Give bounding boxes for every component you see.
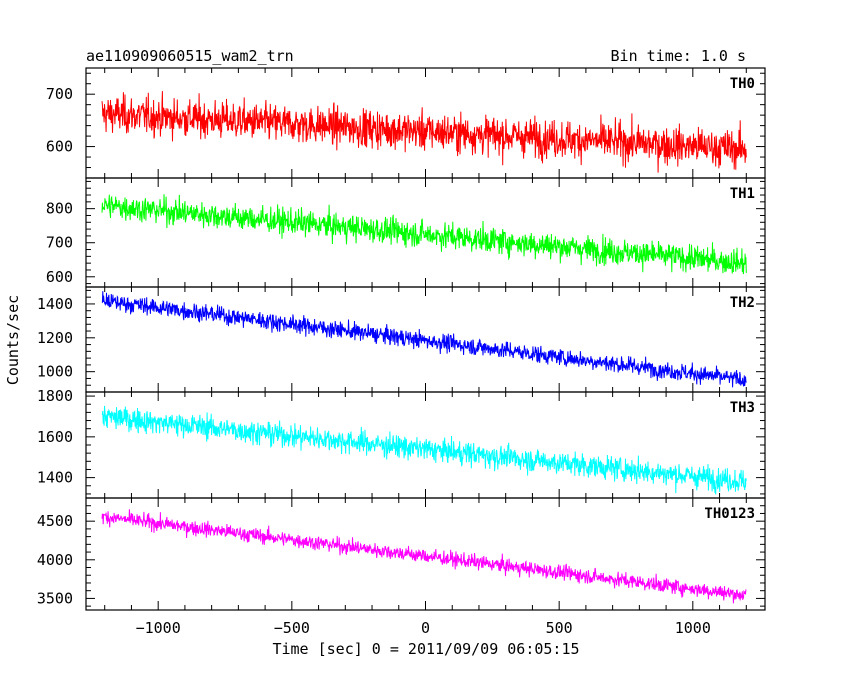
panels-group: 600 700 TH0 600 700 800 TH1 1000 1200 1400 TH2 1400… <box>37 67 766 637</box>
series-trace-th1 <box>101 194 747 275</box>
y-axis-title: Counts/sec <box>4 295 22 385</box>
y-tick-label: 1800 <box>37 387 73 405</box>
x-tick-label: −1000 <box>136 619 181 637</box>
y-tick-label: 700 <box>46 234 73 252</box>
series-trace-th2 <box>101 291 747 388</box>
y-tick-label: 1600 <box>37 428 73 446</box>
y-tick-label: 1400 <box>37 295 73 313</box>
panel-label-th0: TH0 <box>730 76 755 92</box>
panel-label-th1: TH1 <box>730 186 755 202</box>
y-tick-label: 1000 <box>37 363 73 381</box>
series-trace-th3 <box>101 405 747 495</box>
panel-label-th3: TH3 <box>730 400 755 416</box>
x-tick-label: 0 <box>421 619 430 637</box>
x-tick-label: 500 <box>546 619 573 637</box>
y-tick-label: 4000 <box>37 551 73 569</box>
y-tick-label: 3500 <box>37 589 73 607</box>
y-tick-label: 800 <box>46 200 73 218</box>
y-tick-label: 1200 <box>37 329 73 347</box>
series-trace-th0123 <box>101 509 747 604</box>
y-tick-label: 600 <box>46 268 73 286</box>
x-tick-label: 1000 <box>675 619 711 637</box>
x-axis-title: Time [sec] 0 = 2011/09/09 06:05:15 <box>272 640 579 658</box>
plot-title: ae110909060515_wam2_trn <box>86 47 294 65</box>
y-tick-label: 700 <box>46 85 73 103</box>
series-trace-th0 <box>101 91 747 173</box>
y-tick-label: 600 <box>46 138 73 156</box>
panel-label-th0123: TH0123 <box>704 506 755 522</box>
y-tick-label: 4500 <box>37 512 73 530</box>
x-tick-label: −500 <box>274 619 310 637</box>
bin-time-label: Bin time: 1.0 s <box>611 47 746 65</box>
panel-label-th2: TH2 <box>730 295 755 311</box>
y-tick-label: 1400 <box>37 469 73 487</box>
